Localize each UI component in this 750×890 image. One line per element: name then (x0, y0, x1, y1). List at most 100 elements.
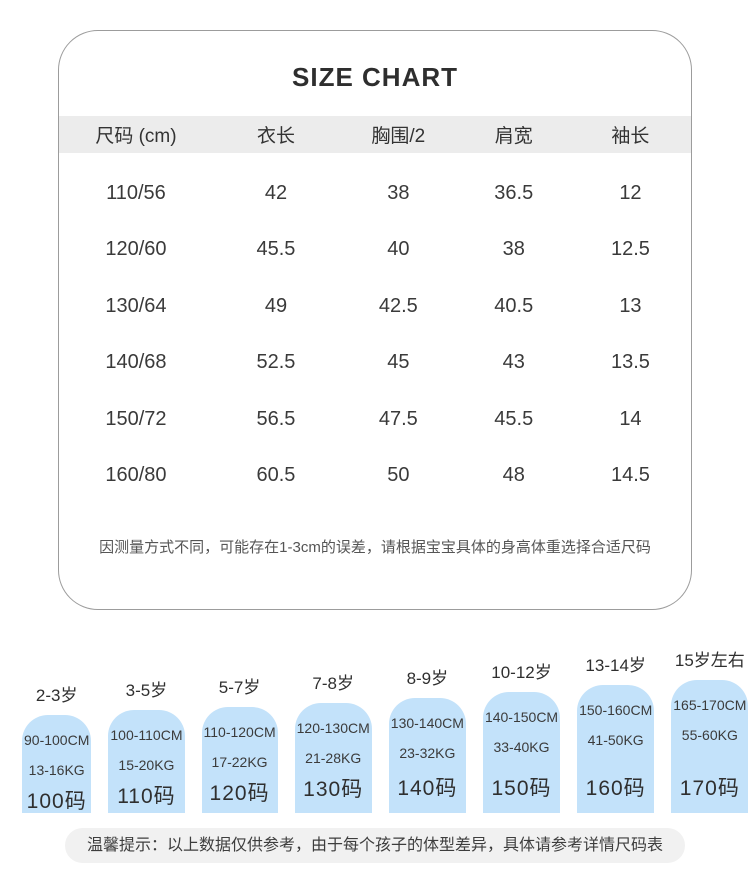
tag-age-label: 2-3岁 (35, 686, 78, 705)
age-size-tag: 5-7岁 110-120CM 17-22KG 120码 (201, 673, 278, 813)
tag-height-range: 90-100CM (24, 732, 90, 748)
header-cell-shoulder: 肩宽 (494, 126, 533, 147)
age-size-tag: 7-8岁 120-130CM 21-28KG 130码 (294, 669, 372, 813)
table-cell: 45.5 (494, 407, 534, 430)
measurement-tolerance-note: 因测量方式不同，可能存在1-3cm的误差，请根据宝宝具体的身高体重选择合适尺码 (99, 539, 651, 556)
table-cell: 38 (387, 181, 410, 204)
age-size-tag: 8-9岁 130-140CM 23-32KG 140码 (388, 664, 466, 813)
table-cell: 42 (264, 181, 288, 204)
tag-age-label: 13-14岁 (585, 656, 646, 675)
tag-age-label: 15岁左右 (674, 651, 745, 670)
tag-ranges: 120-130CM 21-28KG (297, 713, 370, 773)
tag-body: 165-170CM 55-60KG 170码 (671, 680, 749, 813)
table-cell: 40 (387, 238, 410, 261)
footer-tip-note: 温馨提示：以上数据仅供参考，由于每个孩子的体型差异，具体请参考详情尺码表 (64, 828, 685, 863)
table-cell: 48 (502, 464, 525, 487)
tag-height-range: 150-160CM (579, 702, 653, 718)
tag-body: 110-120CM 17-22KG 120码 (201, 707, 278, 813)
table-row: 140/68 52.5 45 43 13.5 (59, 335, 691, 392)
size-chart-title: SIZE CHART (292, 62, 458, 92)
size-table-body: 110/56 42 38 36.5 12 120/60 45.5 40 38 1… (59, 165, 691, 504)
table-cell-size: 140/68 (105, 351, 167, 374)
table-cell: 38 (502, 238, 525, 261)
table-cell: 56.5 (256, 407, 296, 430)
table-cell: 12.5 (610, 238, 650, 261)
tag-ranges: 165-170CM 55-60KG (673, 690, 746, 750)
tag-ranges: 130-140CM 23-32KG (391, 708, 464, 768)
tag-height-range: 120-130CM (296, 720, 370, 736)
tag-body: 130-140CM 23-32KG 140码 (388, 698, 466, 813)
age-size-tag: 15岁左右 165-170CM 55-60KG 170码 (671, 646, 749, 813)
tag-size-code: 130码 (303, 778, 364, 801)
tag-size-code: 120码 (209, 782, 270, 805)
table-row: 120/60 45.5 40 38 12.5 (59, 222, 691, 279)
tag-ranges: 140-150CM 33-40KG (485, 702, 558, 762)
tag-height-range: 165-170CM (673, 697, 747, 713)
tag-age-label: 8-9岁 (406, 669, 449, 688)
tag-weight-range: 33-40KG (493, 739, 550, 755)
age-size-tag: 10-12岁 140-150CM 33-40KG 150码 (482, 658, 561, 813)
header-cell-size: 尺码 (cm) (95, 126, 177, 147)
table-cell: 45 (387, 351, 410, 374)
tag-height-range: 110-120CM (203, 724, 276, 740)
tag-size-code: 160码 (585, 777, 646, 800)
table-cell-size: 150/72 (105, 407, 167, 430)
age-size-tag: 3-5岁 100-110CM 15-20KG 110码 (108, 676, 185, 813)
table-row: 130/64 49 42.5 40.5 13 (59, 278, 691, 335)
header-cell-chest: 胸围/2 (371, 126, 426, 147)
tag-weight-range: 13-16KG (28, 762, 85, 778)
tag-height-range: 130-140CM (390, 715, 464, 731)
tag-body: 100-110CM 15-20KG 110码 (108, 710, 185, 813)
table-cell: 49 (264, 294, 288, 317)
table-row: 110/56 42 38 36.5 12 (59, 165, 691, 222)
table-cell: 47.5 (378, 407, 418, 430)
tag-size-code: 150码 (491, 777, 552, 800)
table-cell: 50 (387, 464, 410, 487)
table-cell: 14.5 (610, 464, 650, 487)
tag-weight-range: 21-28KG (305, 750, 362, 766)
tag-body: 120-130CM 21-28KG 130码 (294, 703, 372, 813)
header-cell-length: 衣长 (256, 126, 295, 147)
table-cell: 43 (502, 351, 525, 374)
tag-ranges: 150-160CM 41-50KG (579, 695, 652, 755)
tag-ranges: 90-100CM 13-16KG (24, 725, 89, 785)
tag-weight-range: 41-50KG (587, 732, 644, 748)
tag-weight-range: 15-20KG (118, 757, 175, 773)
tag-height-range: 140-150CM (484, 709, 559, 725)
table-row: 160/80 60.5 50 48 14.5 (59, 448, 691, 505)
tag-weight-range: 55-60KG (681, 727, 738, 743)
tag-height-range: 100-110CM (110, 727, 183, 743)
table-cell: 45.5 (256, 238, 296, 261)
table-cell: 14 (619, 407, 642, 430)
tag-size-code: 170码 (679, 777, 740, 800)
age-size-tag: 13-14岁 150-160CM 41-50KG 160码 (577, 651, 655, 813)
age-size-tag-row: 2-3岁 90-100CM 13-16KG 100码 3-5岁 100-110C… (22, 646, 749, 813)
age-size-tag: 2-3岁 90-100CM 13-16KG 100码 (22, 681, 92, 813)
tag-weight-range: 17-22KG (211, 754, 268, 770)
tag-size-code: 100码 (26, 790, 87, 813)
table-cell: 40.5 (494, 294, 534, 317)
tag-age-label: 10-12岁 (491, 663, 552, 682)
table-cell: 13.5 (610, 351, 650, 374)
table-cell-size: 120/60 (105, 238, 167, 261)
tag-ranges: 110-120CM 17-22KG (204, 717, 276, 777)
tag-size-code: 110码 (117, 785, 176, 808)
table-cell-size: 160/80 (105, 464, 167, 487)
tag-age-label: 5-7岁 (218, 678, 261, 697)
tag-body: 90-100CM 13-16KG 100码 (22, 715, 92, 813)
header-cell-sleeve: 袖长 (611, 126, 650, 147)
tag-ranges: 100-110CM 15-20KG (110, 720, 182, 780)
table-cell-size: 110/56 (106, 181, 166, 204)
table-cell: 52.5 (256, 351, 296, 374)
table-cell: 60.5 (256, 464, 296, 487)
tag-weight-range: 23-32KG (399, 745, 456, 761)
size-chart-card: SIZE CHART 尺码 (cm) 衣长 胸围/2 肩宽 袖长 110/56 … (58, 30, 692, 610)
table-cell: 36.5 (494, 181, 534, 204)
tag-body: 150-160CM 41-50KG 160码 (577, 685, 655, 813)
size-table-header-row: 尺码 (cm) 衣长 胸围/2 肩宽 袖长 (59, 116, 691, 153)
tag-age-label: 3-5岁 (125, 681, 168, 700)
table-cell: 12 (619, 181, 642, 204)
tag-age-label: 7-8岁 (312, 674, 354, 693)
footer-tip-row: 温馨提示：以上数据仅供参考，由于每个孩子的体型差异，具体请参考详情尺码表 (0, 828, 750, 863)
table-cell-size: 130/64 (105, 294, 167, 317)
